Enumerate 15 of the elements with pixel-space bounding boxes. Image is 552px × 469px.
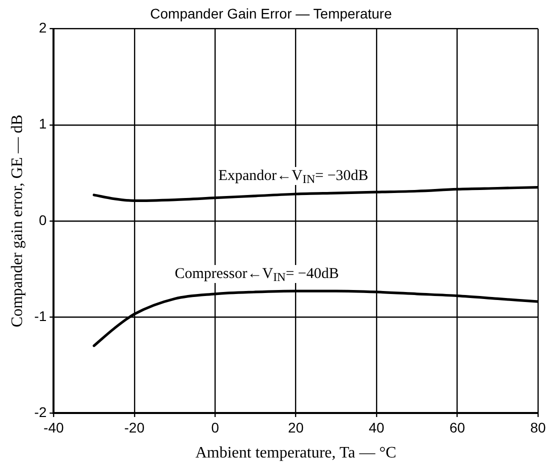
y-tick-label: 1	[38, 116, 47, 132]
x-tick-label: 80	[530, 419, 546, 436]
y-tick-label: 0	[38, 212, 47, 228]
chart-title: Compander Gain Error — Temperature	[150, 5, 392, 22]
x-tick-label: 0	[211, 419, 220, 436]
y-tick-label: -1	[34, 308, 47, 324]
x-tick-label: -40	[44, 419, 64, 436]
x-tick-label: 60	[449, 419, 466, 436]
x-tick-label: -20	[124, 419, 145, 436]
x-tick-label: 20	[288, 419, 304, 436]
y-axis-title: Compander gain error, GE — dB	[8, 114, 26, 328]
y-tick-label: -2	[34, 404, 47, 420]
x-axis-title: Ambient temperature, Ta — °C	[195, 444, 396, 462]
y-tick-label: 2	[38, 20, 47, 36]
x-tick-label: 40	[368, 419, 385, 436]
